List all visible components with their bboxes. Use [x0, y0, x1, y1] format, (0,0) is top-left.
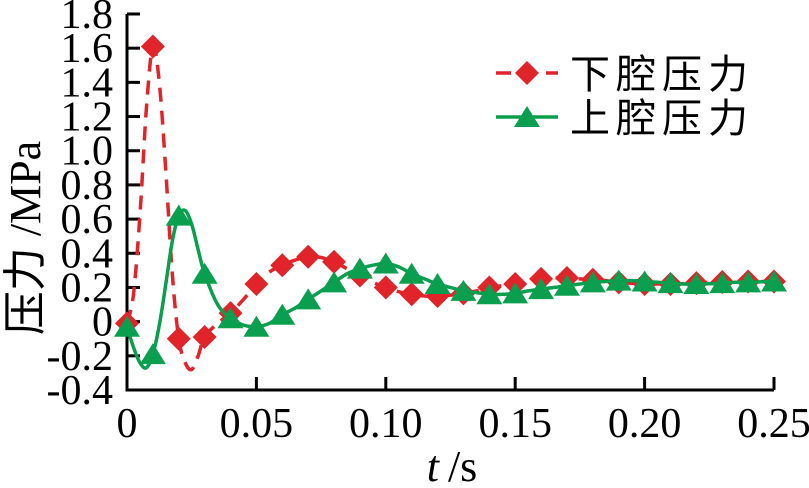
marker-diamond — [270, 253, 295, 278]
marker-triangle — [657, 272, 684, 294]
x-tick-label: 0 — [117, 401, 138, 447]
axes — [125, 12, 776, 392]
legend-label-lower-chamber: 下腔压力 — [570, 52, 754, 97]
marker-diamond — [296, 244, 321, 269]
marker-triangle — [735, 271, 762, 293]
y-tick-label: 0.4 — [61, 231, 114, 277]
legend-triangle-marker — [514, 106, 540, 127]
marker-triangle — [553, 274, 580, 296]
marker-triangle — [502, 282, 529, 304]
marker-triangle — [165, 204, 192, 226]
y-axis-title: 压力 /MPa — [1, 141, 50, 335]
marker-diamond — [192, 325, 217, 350]
marker-triangle — [761, 270, 787, 292]
marker-diamond — [244, 272, 269, 297]
marker-triangle — [450, 279, 477, 301]
y-tick-label: 1.8 — [61, 0, 114, 38]
marker-triangle — [709, 272, 736, 294]
marker-triangle — [243, 315, 270, 337]
x-axis-variable: t — [427, 442, 441, 488]
legend-item-upper-chamber: 上腔压力 — [496, 96, 754, 141]
marker-diamond — [166, 326, 191, 351]
y-tick-label: 1.2 — [61, 95, 114, 141]
y-tick-label: 0.8 — [61, 163, 114, 209]
marker-triangle — [114, 315, 140, 337]
marker-triangle — [605, 269, 632, 291]
legend-item-lower-chamber: 下腔压力 — [496, 52, 754, 97]
marker-triangle — [398, 262, 425, 284]
y-tick-label: 0 — [92, 300, 113, 346]
y-tick-label: 1.4 — [61, 60, 114, 106]
y-tick-label: -0.4 — [47, 368, 114, 414]
x-tick-label: 0.25 — [737, 401, 809, 447]
x-tick-label: 0.20 — [608, 401, 682, 447]
marker-triangle — [631, 270, 658, 292]
marker-triangle — [683, 273, 710, 295]
x-tick-label: 0.05 — [220, 401, 294, 447]
marker-triangle — [191, 262, 218, 284]
data-series — [114, 34, 787, 372]
legend-diamond-marker — [515, 61, 539, 85]
x-axis-title: t/s — [427, 442, 478, 488]
x-tick-label: 0.10 — [349, 401, 423, 447]
y-tick-label: 0.6 — [61, 197, 114, 243]
marker-diamond — [322, 249, 347, 274]
y-tick-label: 1.6 — [61, 26, 114, 72]
marker-triangle — [346, 257, 373, 279]
marker-triangle — [139, 343, 166, 365]
legend: 下腔压力 上腔压力 — [496, 52, 754, 141]
x-axis-unit: /s — [448, 442, 477, 488]
marker-triangle — [372, 252, 399, 274]
tick-labels: 1.81.61.41.21.00.80.60.40.20-0.2-0.40 0.0… — [47, 0, 809, 447]
y-tick-label: 0.2 — [61, 265, 114, 311]
x-tick-label: 0.15 — [478, 401, 552, 447]
marker-triangle — [217, 307, 244, 329]
marker-triangle — [295, 288, 322, 310]
marker-triangle — [424, 273, 451, 295]
marker-triangle — [269, 303, 296, 325]
marker-triangle — [476, 283, 503, 305]
legend-label-upper-chamber: 上腔压力 — [570, 96, 754, 141]
marker-diamond — [140, 34, 165, 59]
marker-diamond — [373, 275, 398, 300]
y-tick-label: -0.2 — [47, 334, 114, 380]
y-tick-label: 1.0 — [61, 129, 114, 175]
marker-triangle — [321, 271, 348, 293]
marker-triangle — [579, 271, 606, 293]
marker-triangle — [528, 278, 555, 300]
marker-diamond — [399, 282, 424, 307]
